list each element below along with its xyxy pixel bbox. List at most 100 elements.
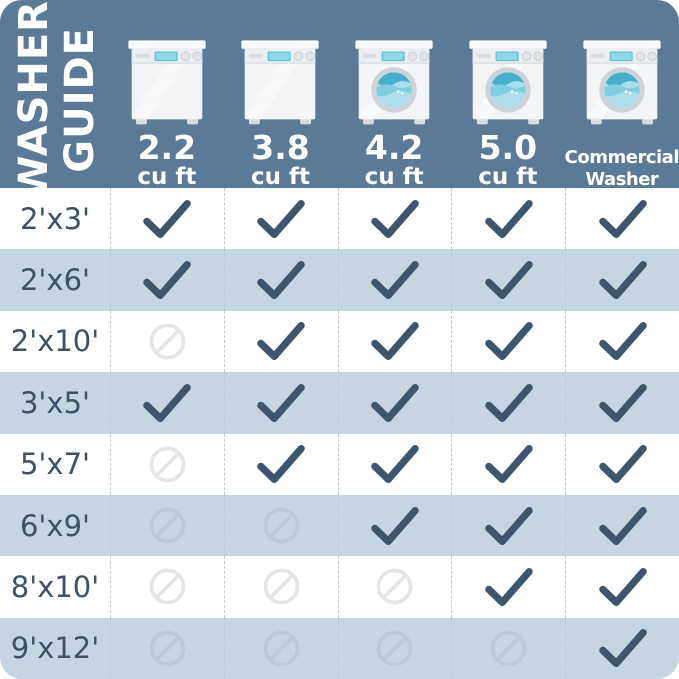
table-row: 3'x5': [0, 372, 679, 434]
compat-cell: [565, 372, 679, 434]
compat-cell: [337, 617, 452, 679]
rug-size-label: 8'x10': [10, 569, 100, 604]
compat-cell: [565, 494, 679, 557]
compat-cell: [223, 556, 338, 618]
check-icon: [257, 261, 305, 300]
compat-cell: [223, 617, 338, 679]
compat-cell: [223, 372, 338, 434]
capacity-label: 4.2 cu ft: [365, 131, 424, 191]
compat-cell: [337, 372, 452, 434]
front-load-washer-icon: [469, 40, 547, 125]
compat-cell: [565, 310, 679, 373]
capacity-line: Washer: [585, 168, 659, 190]
title-line-washer: WASHER: [11, 0, 57, 200]
compat-cell: [223, 249, 338, 311]
rug-size-label: 9'x12': [10, 631, 100, 666]
capacity-label: 2.2 cu ft: [137, 131, 196, 191]
compat-cell: [110, 310, 224, 373]
column-header-5-0-cu-ft: 5.0 cu ft: [451, 0, 565, 200]
check-icon: [371, 322, 419, 361]
capacity-line: 2.2: [137, 128, 197, 168]
check-icon: [598, 199, 647, 238]
compat-cell: [565, 556, 679, 618]
check-icon: [598, 506, 647, 545]
prohibited-icon: [377, 630, 413, 667]
check-icon: [598, 261, 647, 300]
check-icon: [371, 445, 419, 484]
check-icon: [257, 322, 305, 361]
check-icon: [485, 567, 533, 606]
rug-size-label: 2'x3': [19, 201, 90, 236]
table-row: 9'x12': [0, 617, 679, 679]
prohibited-icon: [149, 569, 186, 605]
compat-cell: [110, 494, 224, 557]
column-header-4-2-cu-ft: 4.2 cu ft: [337, 0, 451, 200]
prohibited-icon: [490, 630, 527, 667]
compat-cell: [337, 310, 452, 373]
capacity-label: Commercial Washer: [565, 131, 679, 191]
compat-cell: [337, 433, 452, 495]
capacity-line: cu ft: [250, 163, 310, 190]
compat-cell: [565, 249, 679, 311]
table-row: 6'x9': [0, 494, 679, 557]
column-header-3-8-cu-ft: 3.8 cu ft: [224, 0, 338, 200]
compat-cell: [565, 188, 679, 250]
table-row: 2'x6': [0, 249, 679, 311]
capacity-line: 4.2: [364, 128, 424, 168]
compat-cell: [451, 556, 565, 618]
rug-size-label: 6'x9': [19, 508, 90, 543]
table-row: 8'x10': [0, 556, 679, 618]
compat-cell: [451, 617, 565, 679]
compat-cell: [451, 433, 565, 495]
rug-size-label: 2'x6': [19, 263, 90, 298]
capacity-line: 5.0: [478, 128, 538, 168]
table-row: 5'x7': [0, 433, 679, 495]
front-load-washer-icon: [355, 40, 433, 125]
compat-cell: [337, 556, 452, 618]
compat-cell: [337, 249, 452, 311]
check-icon: [371, 383, 419, 422]
capacity-label: 5.0 cu ft: [478, 131, 537, 191]
prohibited-icon: [149, 507, 186, 544]
check-icon: [371, 199, 419, 238]
table-row: 2'x10': [0, 310, 679, 373]
check-icon: [257, 383, 305, 422]
compat-cell: [451, 310, 565, 373]
check-icon: [143, 383, 192, 422]
capacity-label: 3.8 cu ft: [251, 131, 310, 191]
compat-cell: [223, 494, 338, 557]
prohibited-icon: [149, 630, 186, 667]
check-icon: [485, 199, 533, 238]
compat-cell: [451, 188, 565, 250]
capacity-line: cu ft: [478, 163, 538, 190]
rug-size-label: 2'x10': [10, 324, 100, 359]
check-icon: [598, 567, 647, 606]
front-load-washer-icon: [583, 40, 661, 125]
compat-cell: [565, 617, 679, 679]
top-load-washer-icon: [241, 40, 320, 125]
check-icon: [598, 445, 647, 484]
column-header-2-2-cu-ft: 2.2 cu ft: [110, 0, 224, 200]
compat-cell: [451, 494, 565, 557]
compat-cell: [110, 188, 224, 250]
capacity-line: cu ft: [364, 163, 424, 190]
rug-size-label: 5'x7': [19, 447, 90, 482]
check-icon: [143, 261, 192, 300]
check-icon: [371, 506, 419, 545]
header: WASHER GUIDE 2.2 cu ft 3.8 cu ft: [0, 0, 679, 200]
compatibility-table: 2'x3' 2'x6' 2'x10': [0, 188, 679, 679]
capacity-line: 3.8: [251, 128, 310, 168]
check-icon: [598, 383, 647, 422]
compat-cell: [110, 433, 224, 495]
check-icon: [257, 199, 305, 238]
capacity-line: Commercial: [564, 146, 679, 168]
infographic-title: WASHER GUIDE: [0, 0, 110, 200]
check-icon: [257, 445, 305, 484]
check-icon: [371, 261, 419, 300]
compat-cell: [451, 372, 565, 434]
prohibited-icon: [149, 323, 186, 360]
check-icon: [485, 383, 533, 422]
check-icon: [485, 506, 533, 545]
prohibited-icon: [149, 446, 186, 483]
top-load-washer-icon: [128, 40, 206, 125]
